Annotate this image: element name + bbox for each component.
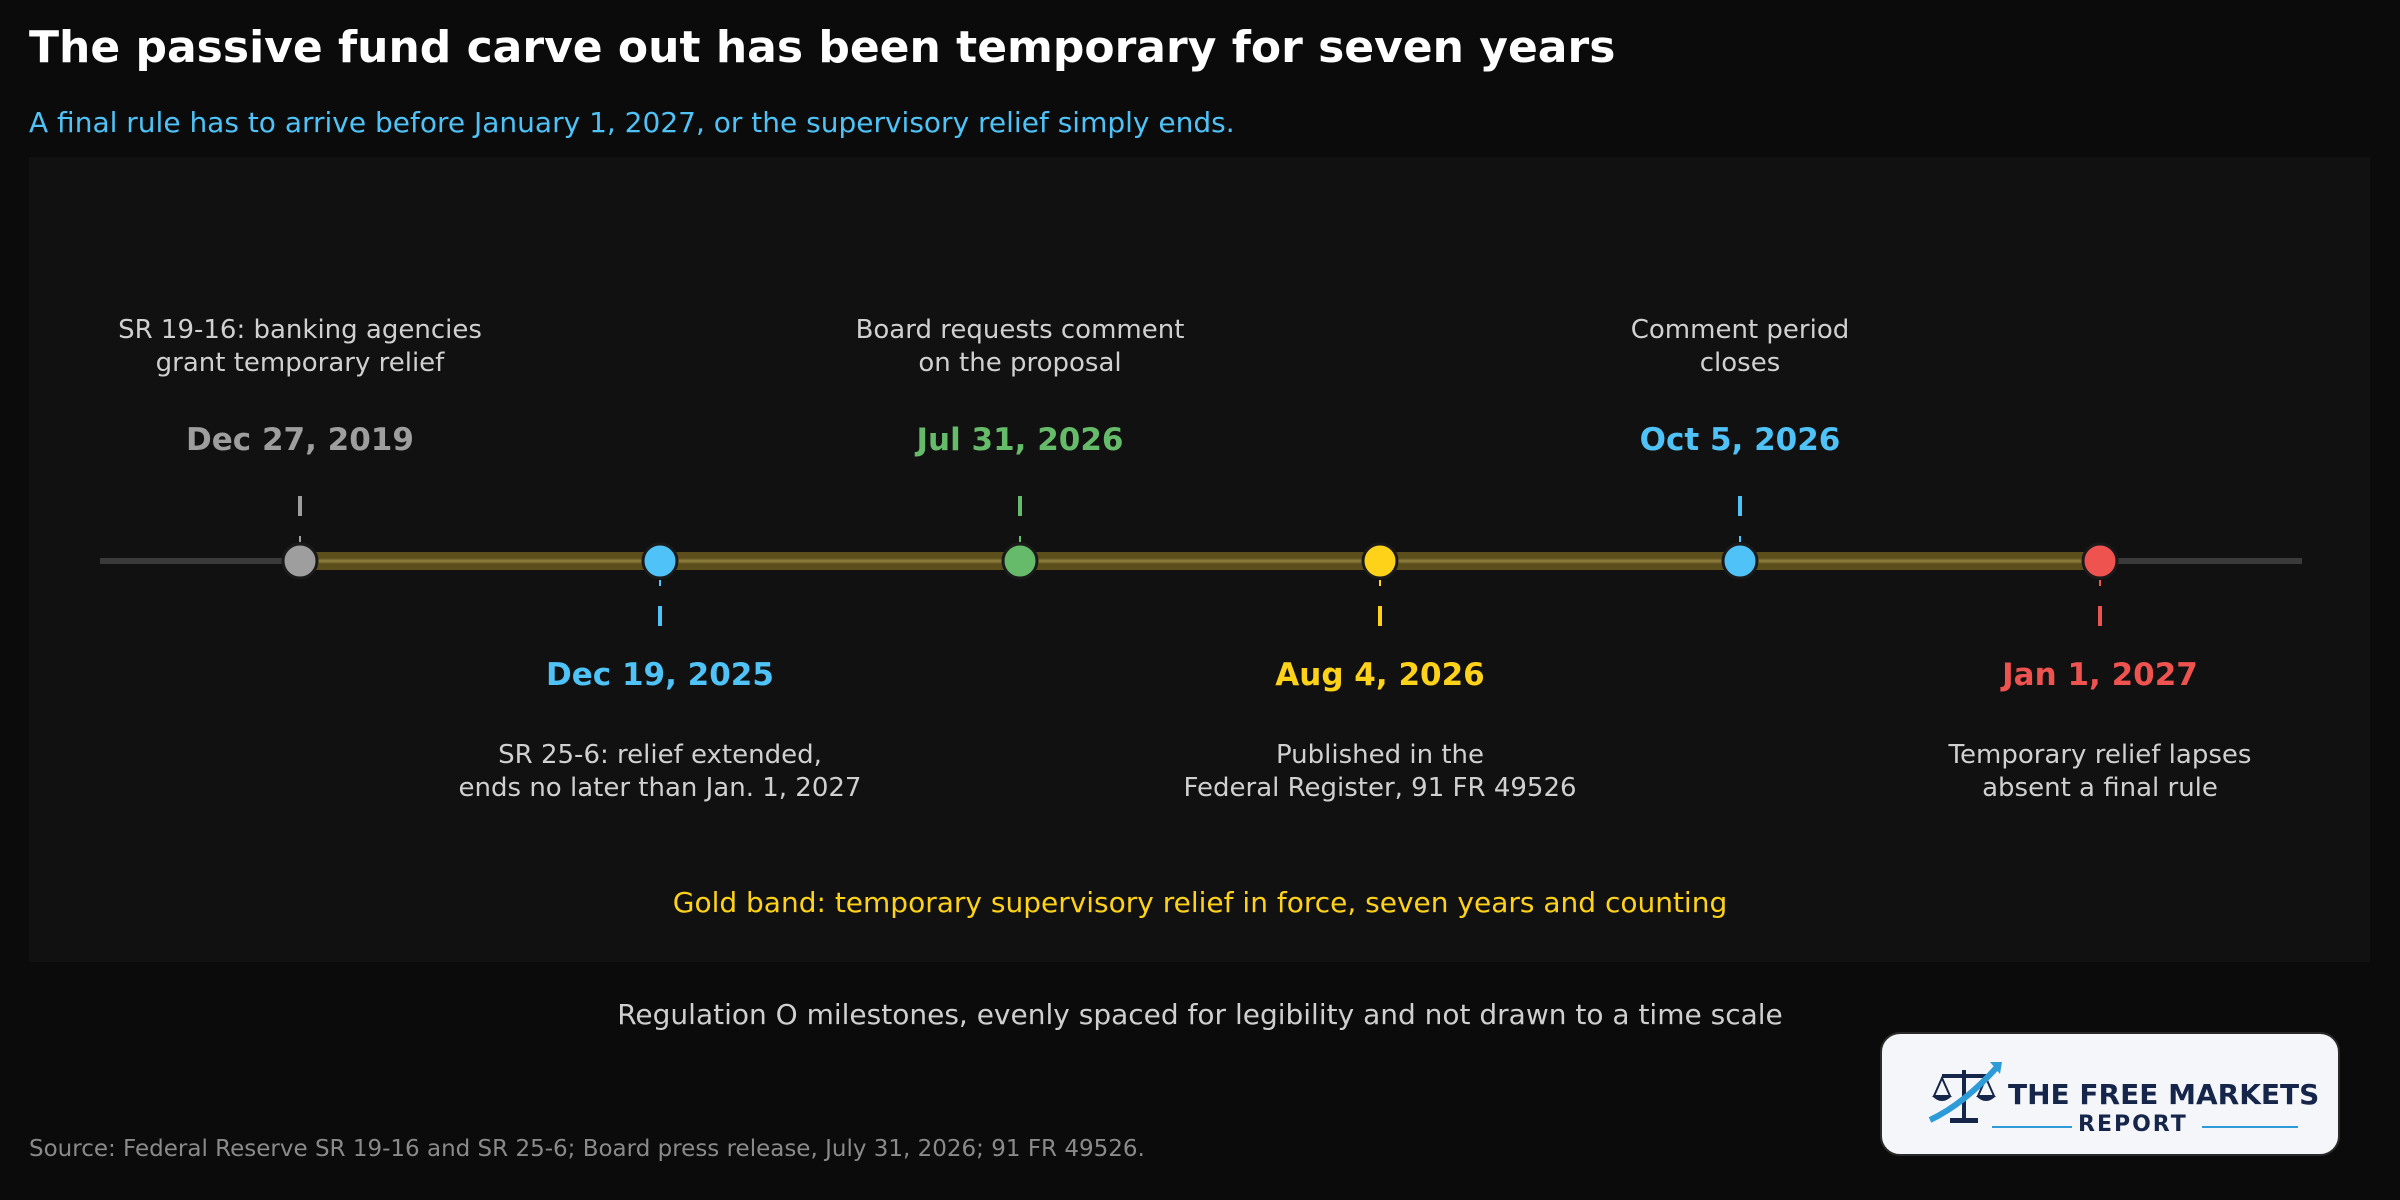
event-description-line: Board requests comment xyxy=(855,315,1185,345)
event-description-line: on the proposal xyxy=(918,348,1122,378)
event-description: SR 25-6: relief extended, ends no later t… xyxy=(380,739,940,805)
event-description: Board requests comment on the proposal xyxy=(740,314,1300,380)
logo-rule-right xyxy=(2202,1126,2298,1128)
event-description: Temporary relief lapses absent a final ru… xyxy=(1820,739,2380,805)
event-marker xyxy=(2081,542,2119,580)
band-note: Gold band: temporary supervisory relief … xyxy=(672,886,1728,919)
event-description: Published in the Federal Register, 91 FR … xyxy=(1100,739,1660,805)
scales-icon xyxy=(1928,1062,2002,1123)
event-description-line: Federal Register, 91 FR 49526 xyxy=(1183,773,1577,803)
event-description-line: Temporary relief lapses xyxy=(1948,740,2252,770)
event-marker xyxy=(281,542,319,580)
timeline-caption: Regulation O milestones, evenly spaced f… xyxy=(617,998,1783,1031)
event-date: Oct 5, 2026 xyxy=(1639,422,1841,458)
event-date: Dec 19, 2025 xyxy=(546,657,774,693)
logo-name: THE FREE MARKETS xyxy=(2008,1078,2320,1111)
event-description-line: absent a final rule xyxy=(1982,773,2218,803)
event-description-line: Comment period xyxy=(1630,315,1850,345)
event-date: Jul 31, 2026 xyxy=(916,422,1124,458)
page-subtitle: A final rule has to arrive before Januar… xyxy=(29,106,1235,139)
event-date: Jan 1, 2027 xyxy=(2002,657,2198,693)
event-marker xyxy=(1721,542,1759,580)
event-description-line: SR 25-6: relief extended, xyxy=(498,740,822,770)
event-description-line: grant temporary relief xyxy=(155,348,445,378)
event-date: Dec 27, 2019 xyxy=(186,422,414,458)
event-description: Comment period closes xyxy=(1460,314,2020,380)
event-date: Aug 4, 2026 xyxy=(1275,657,1485,693)
event-description-line: Published in the xyxy=(1275,740,1485,770)
event-description-line: ends no later than Jan. 1, 2027 xyxy=(458,773,862,803)
logo-sub: REPORT xyxy=(2078,1112,2188,1137)
event-description-line: closes xyxy=(1699,348,1781,378)
event-description: SR 19-16: banking agencies grant temporar… xyxy=(20,314,580,380)
source-note: Source: Federal Reserve SR 19-16 and SR … xyxy=(29,1136,1145,1162)
event-marker xyxy=(1361,542,1399,580)
brand-logo: THE FREE MARKETS REPORT xyxy=(1880,1032,2340,1156)
event-marker xyxy=(641,542,679,580)
event-description-line: SR 19-16: banking agencies xyxy=(118,315,482,345)
logo-rule-left xyxy=(1992,1126,2072,1128)
event-marker xyxy=(1001,542,1039,580)
page-title: The passive fund carve out has been temp… xyxy=(29,22,1616,73)
